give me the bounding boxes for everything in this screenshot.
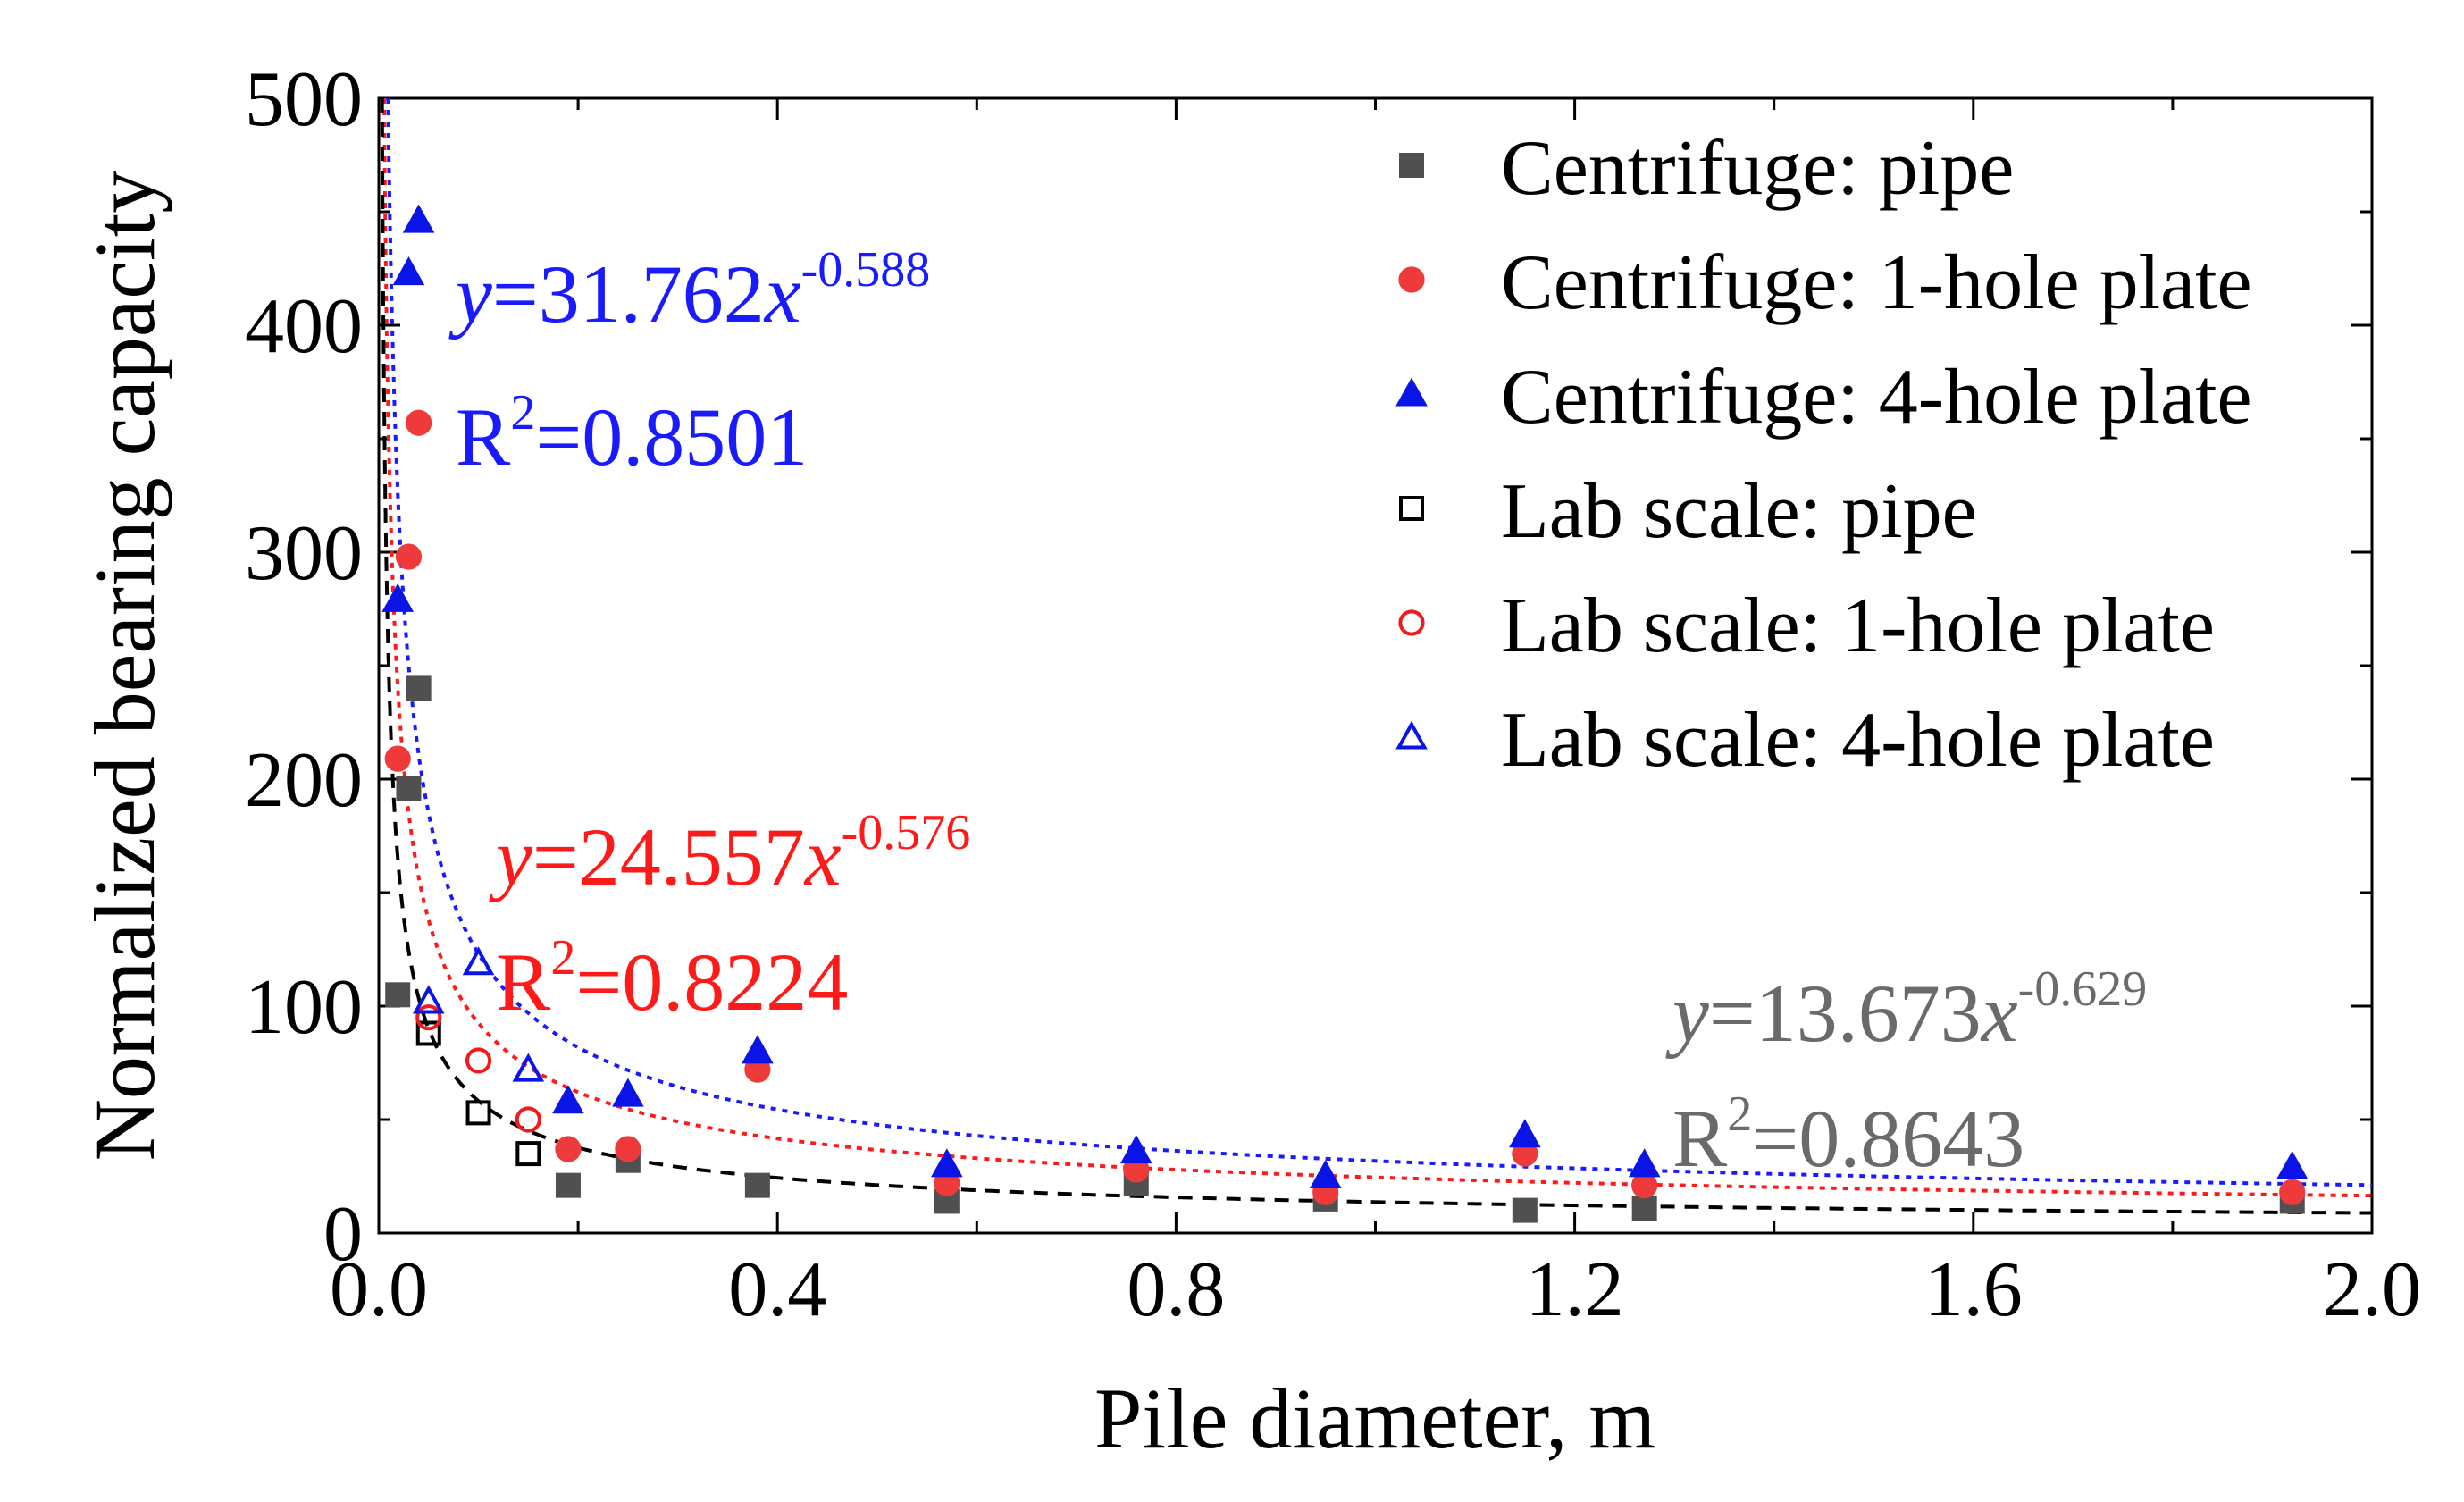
y-tick-label: 300: [245, 510, 363, 597]
data-point-series-2: [552, 1085, 584, 1114]
legend-label-0: Centrifuge: pipe: [1501, 125, 2014, 212]
legend-marker-0: [1399, 153, 1424, 178]
fit-equation-1: y=24.557x-0.576: [489, 805, 970, 902]
data-point-series-2: [1309, 1159, 1342, 1189]
data-point-series-2: [392, 256, 425, 286]
x-tick-label: 0.0: [330, 1246, 428, 1333]
x-axis-title: Pile diameter, m: [1094, 1371, 1655, 1466]
legend-label-1: Centrifuge: 1-hole plate: [1501, 239, 2252, 326]
legend: Centrifuge: pipe Centrifuge: 1-hole plate…: [1395, 125, 2252, 784]
data-point-series-0: [1512, 1197, 1538, 1223]
data-point-series-0: [744, 1172, 770, 1198]
y-axis-title: Normalized bearing capacity: [77, 171, 172, 1162]
x-tick-label: 0.4: [728, 1246, 826, 1333]
legend-marker-1: [1398, 266, 1425, 293]
legend-marker-3: [1399, 496, 1424, 521]
data-point-series-0: [406, 675, 432, 701]
y-tick-label: 0: [323, 1191, 363, 1278]
fit-curve-1: [382, 98, 2372, 1198]
y-tick-label: 100: [245, 964, 363, 1051]
data-point-series-3: [415, 1020, 441, 1046]
legend-label-4: Lab scale: 1-hole plate: [1501, 583, 2215, 669]
fit-r2-2: R2=0.8643: [1672, 1087, 2024, 1184]
data-point-series-1: [1631, 1172, 1658, 1199]
legend-label-3: Lab scale: pipe: [1501, 468, 1977, 555]
data-point-series-0: [555, 1172, 581, 1198]
fit-r2-1: R2=0.8224: [496, 930, 848, 1028]
x-tick-label: 1.2: [1526, 1246, 1624, 1333]
data-point-series-1: [2279, 1179, 2306, 1205]
data-point-series-2: [381, 583, 414, 612]
data-point-series-2: [402, 204, 435, 233]
legend-label-2: Centrifuge: 4-hole plate: [1501, 354, 2252, 441]
data-point-series-4: [465, 1047, 492, 1074]
data-point-series-1: [406, 409, 432, 436]
y-tick-label: 400: [245, 283, 363, 370]
data-point-series-2: [1119, 1135, 1152, 1164]
data-point-series-2: [1628, 1148, 1661, 1178]
x-tick-label: 1.6: [1924, 1246, 2023, 1333]
data-point-series-5: [412, 985, 445, 1014]
data-point-series-3: [465, 1100, 491, 1126]
data-point-series-0: [396, 776, 422, 801]
fit-equations: y=31.762x-0.588 R2=0.8501 y=24.557x-0.576 R…: [448, 242, 2147, 1184]
data-point-series-2: [742, 1035, 774, 1064]
data-point-series-4: [515, 1106, 541, 1133]
fit-r2-0: R2=0.8501: [456, 385, 808, 482]
data-point-series-2: [931, 1148, 963, 1178]
data-point-series-5: [512, 1053, 545, 1082]
legend-marker-2: [1395, 377, 1428, 407]
y-tick-label: 500: [245, 56, 363, 143]
data-point-series-2: [2275, 1150, 2309, 1179]
data-point-series-1: [555, 1136, 582, 1162]
data-point-series-3: [515, 1141, 541, 1167]
data-point-series-1: [615, 1136, 641, 1162]
x-tick-label: 0.8: [1127, 1246, 1225, 1333]
axes: 0.0 0.4 0.8 1.2 1.6 2.0 0 100 200 300 400 500: [245, 56, 2421, 1333]
legend-marker-4: [1398, 609, 1425, 636]
data-point-series-4: [415, 1004, 442, 1031]
data-point-series-2: [612, 1078, 644, 1107]
data-points: [381, 204, 2309, 1223]
data-point-series-1: [395, 543, 423, 570]
data-point-series-2: [1509, 1119, 1541, 1148]
legend-marker-5: [1395, 720, 1428, 750]
fit-equation-0: y=31.762x-0.588: [448, 242, 930, 340]
legend-label-5: Lab scale: 4-hole plate: [1501, 697, 2215, 784]
fit-equation-2: y=13.673x-0.629: [1665, 961, 2147, 1059]
data-point-series-0: [1631, 1196, 1657, 1221]
y-tick-label: 200: [245, 737, 363, 824]
data-point-series-1: [384, 745, 411, 772]
data-point-series-5: [462, 946, 495, 976]
x-tick-label: 2.0: [2323, 1246, 2421, 1333]
fit-curve-2: [380, 98, 2372, 1215]
data-point-series-0: [385, 982, 411, 1008]
